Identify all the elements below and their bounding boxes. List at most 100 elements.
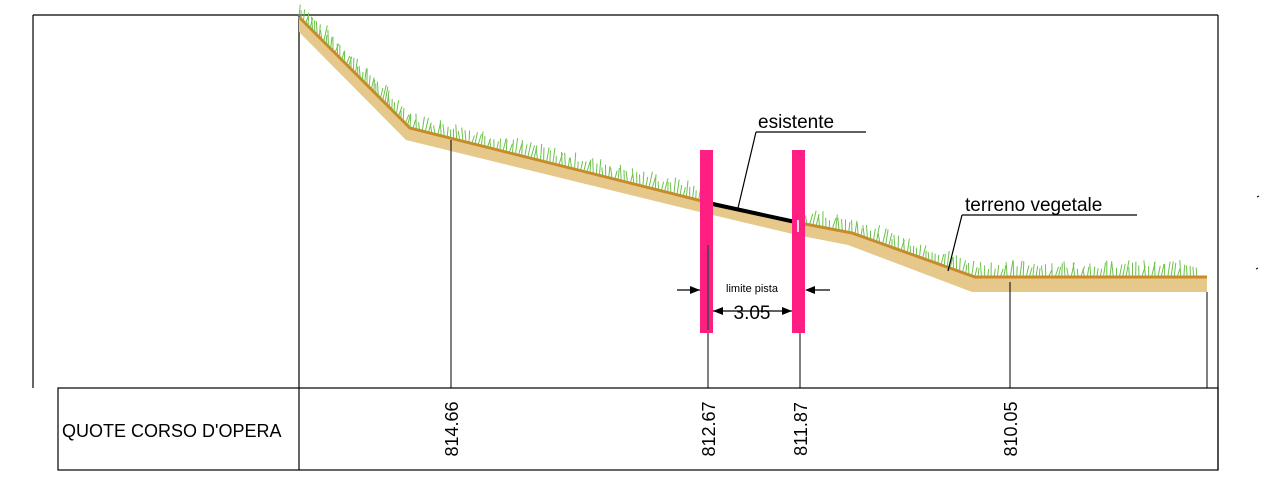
grass-blade	[1062, 263, 1063, 276]
elevation-value: 810.05	[1001, 401, 1021, 456]
grass-blade	[1004, 265, 1006, 276]
grass-blade	[866, 225, 867, 238]
grass-blade	[861, 228, 862, 235]
grass-blade	[1171, 262, 1173, 277]
grass-blade	[497, 142, 499, 149]
grass-blade	[369, 75, 370, 86]
topsoil-layer	[299, 17, 1207, 292]
grass-blade	[1064, 261, 1065, 276]
grass-blade	[1184, 265, 1185, 276]
grass-blade	[1129, 267, 1130, 276]
grass-blade	[1168, 262, 1170, 276]
grass-blade	[316, 21, 317, 34]
grass-blade	[615, 171, 617, 179]
grass-blade	[1088, 267, 1089, 276]
grass-blade	[584, 161, 586, 170]
grass-blade	[565, 153, 566, 166]
grass-blade	[662, 182, 664, 190]
grass-blade	[1178, 269, 1180, 276]
grass-blade	[1006, 262, 1007, 276]
grass-blade	[883, 228, 886, 243]
grass-blade	[353, 58, 354, 71]
grass-blade	[1161, 264, 1164, 276]
grass-blade	[838, 218, 839, 230]
grass-blade	[328, 30, 329, 46]
grass-blade	[998, 265, 999, 276]
grass-blade	[374, 80, 375, 91]
grass-blade	[1077, 269, 1078, 276]
grass-blade	[680, 185, 681, 195]
grass-blade	[1067, 268, 1068, 276]
grass-blade	[1030, 268, 1033, 277]
grass-blade	[674, 178, 676, 193]
grass-blade	[988, 269, 989, 276]
grass-blade	[394, 102, 395, 111]
grass-blade	[655, 174, 656, 188]
topsoil-leader	[948, 215, 1137, 271]
grass-blade	[894, 235, 895, 248]
grass-blade	[1073, 263, 1074, 276]
grass-blade	[975, 267, 977, 276]
grass-blade	[938, 255, 939, 263]
track-limit-stake-left	[700, 150, 713, 333]
grass-blade	[331, 37, 332, 48]
grass-blade	[855, 221, 857, 233]
grass-blade	[878, 233, 880, 242]
grass-blade	[422, 117, 424, 130]
grass-blade	[426, 118, 429, 131]
grass-blade	[963, 261, 966, 272]
grass-blade	[972, 261, 974, 275]
grass-blade	[609, 166, 610, 177]
grass-blade	[430, 124, 431, 132]
grass-blade	[857, 223, 858, 234]
grass-blade	[1033, 264, 1034, 276]
grass-blade	[836, 215, 838, 229]
track-width-value: 3.05	[734, 303, 771, 324]
grass-blade	[966, 265, 967, 273]
grass-blade	[632, 168, 633, 183]
grass-blade	[1059, 267, 1061, 276]
grass-blade	[562, 152, 563, 165]
grass-blade	[365, 69, 367, 82]
grass-blade	[462, 128, 463, 141]
grass-blade	[308, 13, 309, 25]
grass-blade	[506, 139, 507, 151]
grass-blade	[356, 59, 358, 73]
grass-blade	[458, 131, 460, 140]
grass-blade	[618, 168, 619, 179]
grass-blade	[602, 167, 603, 175]
grass-blade	[469, 131, 470, 142]
grass-blade	[1196, 268, 1197, 276]
grass-blade	[516, 138, 518, 153]
grass-blade	[1155, 262, 1156, 276]
grass-blade	[456, 125, 457, 139]
grass-blade	[631, 174, 633, 182]
grass-blade	[813, 211, 816, 225]
grass-blade	[626, 171, 627, 182]
grass-blade	[1100, 269, 1101, 276]
grass-blade	[570, 158, 571, 168]
grass-blade	[978, 268, 979, 276]
grass-blade	[994, 269, 995, 276]
grass-blade	[944, 254, 945, 265]
grass-blade	[528, 142, 531, 156]
grass-blade	[381, 88, 383, 98]
grass-blade	[553, 148, 555, 163]
drawing-frame	[33, 15, 1218, 470]
grass-blade	[481, 131, 483, 145]
grass-blade	[547, 147, 549, 161]
grass-blade	[1123, 264, 1125, 276]
grass-blade	[1036, 266, 1038, 276]
grass-blade	[578, 162, 579, 169]
grass-blade	[1020, 261, 1022, 276]
grass-blade	[907, 239, 909, 252]
grass-blade	[396, 100, 398, 113]
grass-blade	[1039, 268, 1040, 276]
grass-blade	[1112, 263, 1113, 276]
grass-blade	[646, 177, 648, 186]
grass-blade	[947, 251, 949, 266]
grass-blade	[596, 164, 597, 174]
grass-blade	[465, 130, 466, 141]
grass-blade	[587, 162, 590, 172]
